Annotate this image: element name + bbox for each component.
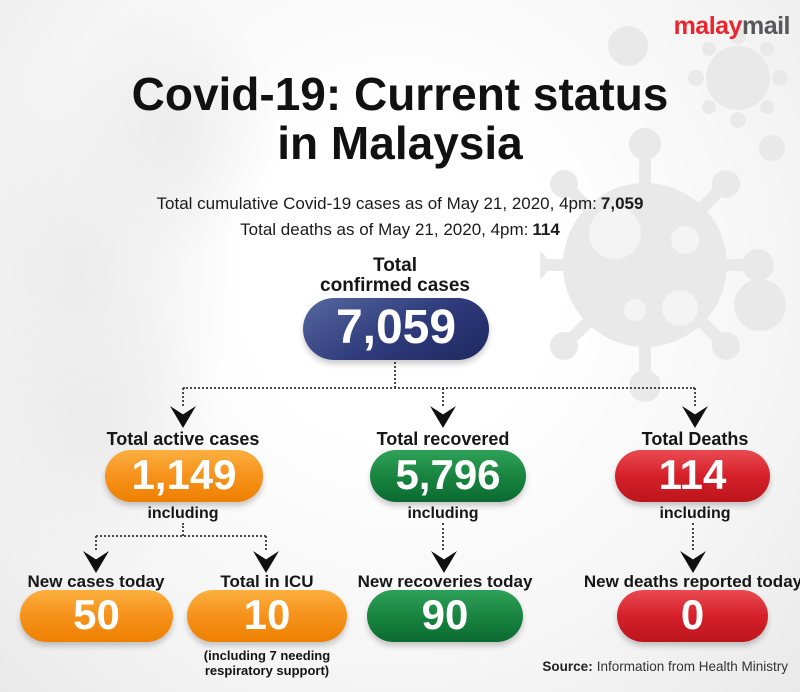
intro-line-1: Total cumulative Covid-19 cases as of Ma… — [0, 194, 800, 214]
new-cases-pill: 50 — [20, 590, 173, 642]
arrow-down-icon — [170, 406, 196, 428]
confirmed-cases-label-line2: confirmed cases — [320, 275, 470, 296]
icu-footnote-line1: (including 7 needing — [203, 648, 331, 663]
connector-root-stub — [394, 362, 396, 388]
arrow-down-icon — [83, 551, 109, 573]
icu-footnote-line2: respiratory support) — [204, 663, 330, 678]
icu-pill: 10 — [187, 590, 347, 642]
connector-drop-newdeaths — [692, 523, 694, 550]
connector-drop-deaths — [694, 388, 696, 406]
active-cases-pill: 1,149 — [105, 450, 263, 502]
deaths-pill: 114 — [615, 450, 770, 502]
intro-line-1-text: Total cumulative Covid-19 cases as of Ma… — [156, 194, 597, 213]
active-cases-value: 1,149 — [131, 451, 237, 498]
active-cases-label: Total active cases — [106, 429, 260, 449]
intro-line-1-value: 7,059 — [600, 194, 644, 213]
source-label: Source: — [542, 659, 593, 674]
icu-label: Total in ICU — [220, 572, 314, 591]
deaths-label: Total Deaths — [641, 429, 749, 449]
page-title: Covid-19: Current status in Malaysia — [0, 70, 800, 168]
title-line-1: Covid-19: Current status — [131, 68, 669, 120]
logo-text-gray: mail — [741, 12, 791, 40]
connector-drop-newcases — [95, 536, 97, 550]
connector-active-span — [96, 535, 266, 537]
confirmed-cases-label-line1: Total — [373, 255, 417, 276]
confirmed-cases-value: 7,059 — [335, 301, 457, 354]
connector-drop-active — [182, 388, 184, 406]
arrow-down-icon — [682, 406, 708, 428]
intro-line-2-text: Total deaths as of May 21, 2020, 4pm: — [240, 220, 529, 239]
icu-value: 10 — [243, 591, 291, 638]
deaths-including-label: including — [659, 505, 731, 522]
recovered-value: 5,796 — [395, 451, 501, 498]
recovered-label: Total recovered — [376, 429, 510, 449]
new-recoveries-label: New recoveries today — [357, 572, 533, 591]
new-deaths-value: 0 — [680, 591, 705, 638]
source-text: Information from Health Ministry — [596, 659, 788, 674]
arrow-down-icon — [253, 551, 279, 573]
confirmed-cases-pill: 7,059 — [303, 298, 489, 360]
new-recoveries-pill: 90 — [367, 590, 523, 642]
connector-drop-recovered — [442, 388, 444, 406]
active-including-label: including — [147, 505, 219, 522]
deaths-value: 114 — [658, 451, 727, 498]
new-cases-label: New cases today — [27, 572, 165, 591]
connector-level2-span — [183, 387, 695, 389]
new-deaths-pill: 0 — [617, 590, 768, 642]
connector-drop-icu — [265, 536, 267, 550]
recovered-pill: 5,796 — [370, 450, 526, 502]
source-line: Source: Information from Health Ministry — [542, 659, 788, 674]
arrow-down-icon — [680, 551, 706, 573]
icu-footnote: (including 7 needing respiratory support… — [162, 648, 372, 678]
arrow-down-icon — [431, 551, 457, 573]
malaymail-logo: malaymail — [673, 12, 791, 41]
logo-text-red: malay — [673, 12, 743, 40]
arrow-down-icon — [430, 406, 456, 428]
new-recoveries-value: 90 — [421, 591, 469, 638]
title-line-2: in Malaysia — [277, 117, 523, 169]
confirmed-cases-label: Total confirmed cases — [295, 256, 495, 296]
connector-drop-newrecoveries — [442, 523, 444, 550]
new-deaths-label: New deaths reported today — [583, 572, 800, 591]
intro-line-2-value: 114 — [532, 220, 560, 239]
intro-line-2: Total deaths as of May 21, 2020, 4pm: 114 — [0, 220, 800, 240]
new-cases-value: 50 — [73, 591, 120, 638]
recovered-including-label: including — [407, 505, 479, 522]
